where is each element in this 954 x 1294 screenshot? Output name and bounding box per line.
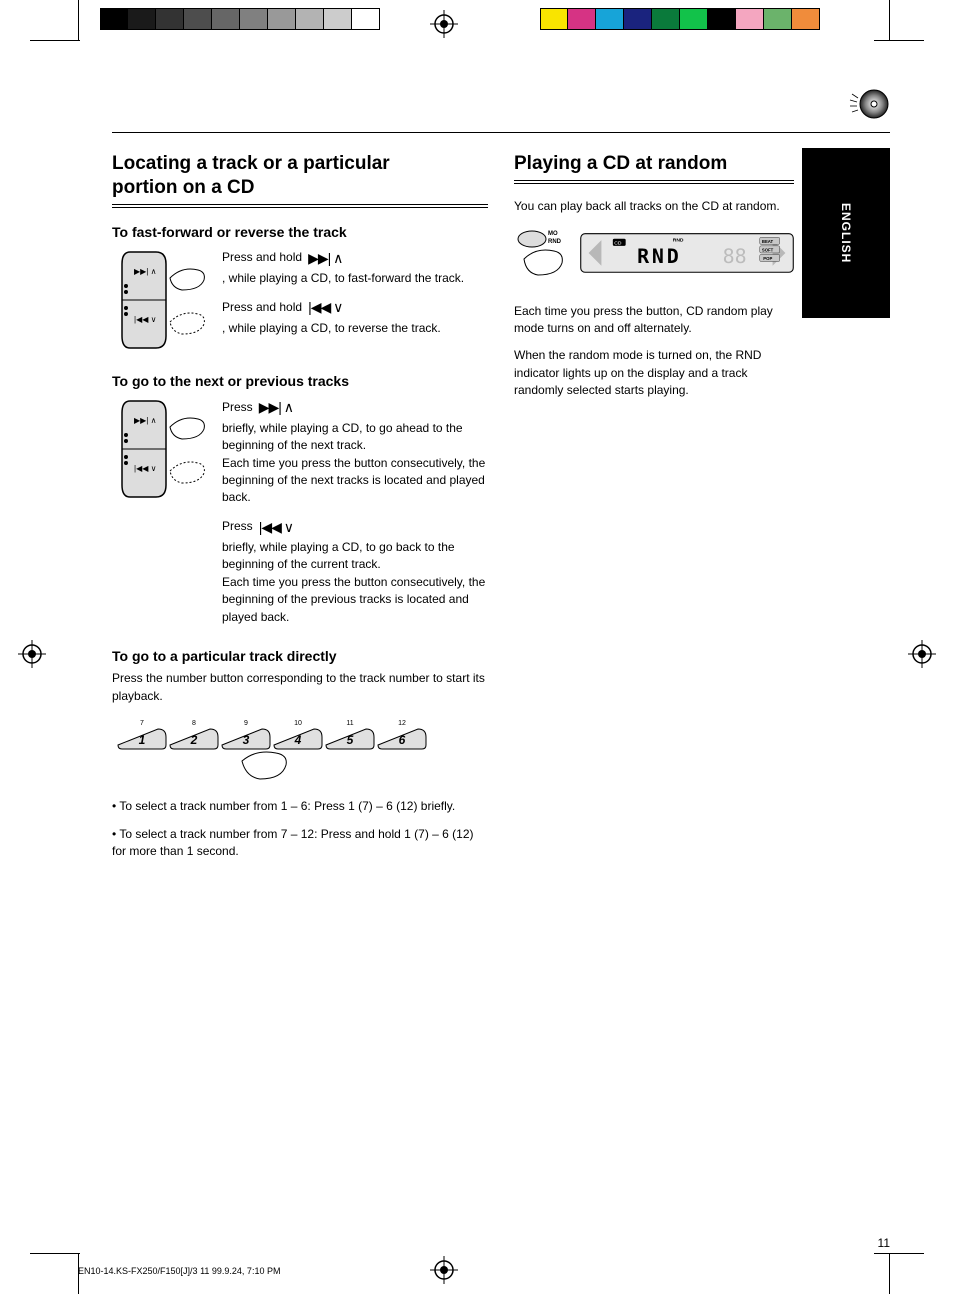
body-text: briefly, while playing a CD, to go back … bbox=[222, 539, 488, 574]
body-text: To select a track number from 1 – 6: Pre… bbox=[119, 799, 455, 813]
svg-text:6: 6 bbox=[399, 733, 406, 747]
svg-text:4: 4 bbox=[294, 733, 302, 747]
svg-text:CD: CD bbox=[614, 241, 622, 247]
svg-text:RND: RND bbox=[673, 238, 684, 244]
body-text: briefly, while playing a CD, to go ahead… bbox=[222, 420, 488, 455]
svg-text:|◀◀ ∨: |◀◀ ∨ bbox=[134, 315, 156, 324]
svg-text:POP: POP bbox=[763, 256, 772, 261]
svg-text:9: 9 bbox=[244, 720, 248, 727]
body-text: Each time you press the button consecuti… bbox=[222, 455, 488, 507]
page-number: 11 bbox=[878, 1236, 890, 1250]
body-text: Each time you press the button consecuti… bbox=[222, 574, 488, 626]
svg-text:1: 1 bbox=[139, 733, 146, 747]
svg-text:|◀◀ ∨: |◀◀ ∨ bbox=[134, 464, 156, 473]
body-text: Press bbox=[222, 518, 253, 535]
svg-text:▶▶| ∧: ▶▶| ∧ bbox=[134, 416, 156, 425]
body-text: When the random mode is turned on, the R… bbox=[514, 347, 794, 399]
grayscale-colorbar bbox=[100, 8, 380, 30]
registration-crosshair bbox=[430, 1256, 458, 1284]
body-text: Press bbox=[222, 399, 253, 416]
body-text: You can play back all tracks on the CD a… bbox=[514, 198, 794, 215]
rocker-button-illustration: ▶▶| ∧ |◀◀ ∨ bbox=[112, 395, 208, 510]
body-text: To select a track number from 7 – 12: Pr… bbox=[112, 827, 474, 858]
svg-text:MO: MO bbox=[548, 231, 558, 237]
registration-crosshair bbox=[430, 10, 458, 38]
prev-track-icon: |◀◀ ∨ bbox=[259, 517, 293, 537]
svg-text:7: 7 bbox=[140, 720, 144, 727]
preset-buttons-illustration: 789101112123456 bbox=[112, 715, 488, 790]
next-track-icon: ▶▶| ∧ bbox=[308, 248, 342, 268]
registration-crosshair bbox=[18, 640, 46, 668]
body-text: Press the number button corresponding to… bbox=[112, 670, 488, 705]
svg-text:3: 3 bbox=[243, 733, 250, 747]
color-colorbar bbox=[540, 8, 820, 30]
svg-text:▶▶| ∧: ▶▶| ∧ bbox=[134, 267, 156, 276]
next-track-icon: ▶▶| ∧ bbox=[259, 397, 293, 417]
header-disc-icon bbox=[846, 82, 890, 131]
svg-text:12: 12 bbox=[398, 720, 406, 727]
svg-text:RND: RND bbox=[548, 239, 562, 245]
mo-rnd-button-illustration: MO RND bbox=[514, 225, 570, 286]
registration-crosshair bbox=[908, 640, 936, 668]
body-text: Press and hold bbox=[222, 249, 302, 266]
svg-text:88: 88 bbox=[723, 244, 747, 268]
lcd-display-illustration: CD RND RND 88 BEAT SOFT POP bbox=[580, 233, 794, 278]
subheading: To go to a particular track directly bbox=[112, 646, 488, 666]
svg-text:5: 5 bbox=[347, 733, 354, 747]
svg-text:SOFT: SOFT bbox=[762, 248, 774, 253]
subheading: To fast-forward or reverse the track bbox=[112, 222, 488, 242]
svg-text:11: 11 bbox=[346, 720, 353, 727]
body-text: , while playing a CD, to fast-forward th… bbox=[222, 270, 488, 287]
footer-meta: EN10-14.KS-FX250/F150[J]/3 11 99.9.24, 7… bbox=[78, 1266, 280, 1276]
section-title: Locating a track or a particular portion… bbox=[112, 152, 488, 200]
body-text: Each time you press the button, CD rando… bbox=[514, 303, 794, 338]
subheading: To go to the next or previous tracks bbox=[112, 371, 488, 391]
section-title: Playing a CD at random bbox=[514, 152, 794, 176]
rocker-button-illustration: ▶▶| ∧ |◀◀ ∨ bbox=[112, 246, 208, 361]
body-text: Press and hold bbox=[222, 299, 302, 316]
prev-track-icon: |◀◀ ∨ bbox=[308, 297, 342, 317]
svg-text:2: 2 bbox=[190, 733, 198, 747]
svg-text:10: 10 bbox=[294, 720, 302, 727]
body-text: , while playing a CD, to reverse the tra… bbox=[222, 320, 488, 337]
svg-text:BEAT: BEAT bbox=[762, 239, 774, 244]
svg-text:RND: RND bbox=[637, 244, 682, 268]
svg-text:8: 8 bbox=[192, 720, 196, 727]
